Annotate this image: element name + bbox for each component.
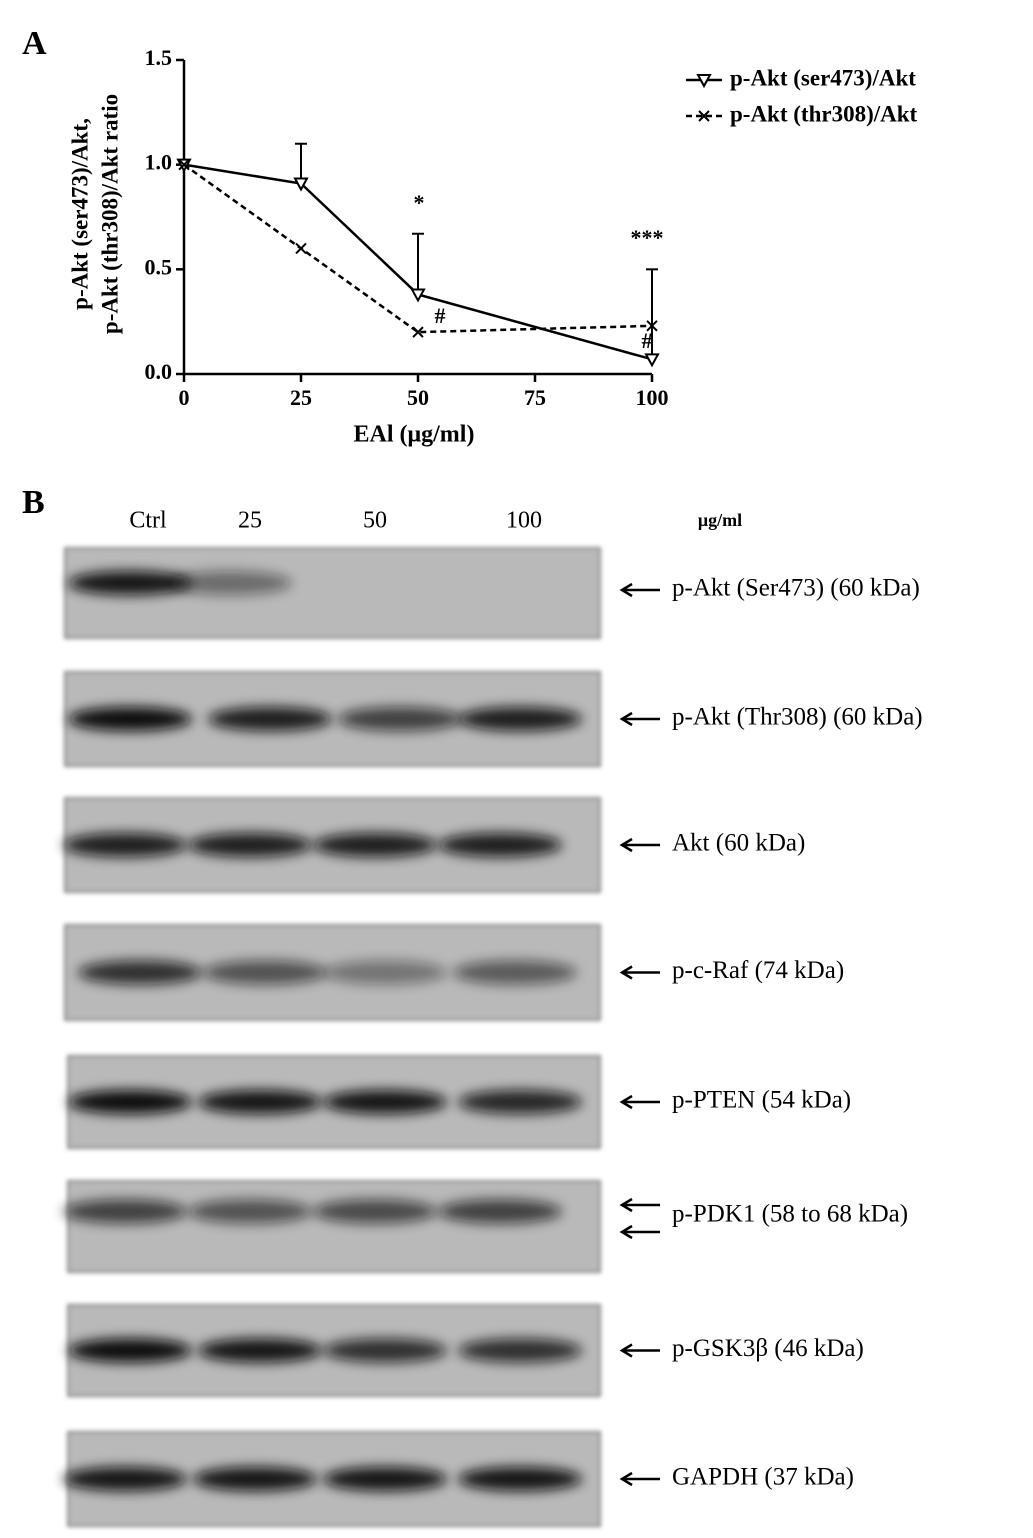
x-axis-label: EAl (μg/ml) bbox=[354, 422, 475, 448]
protein-band bbox=[68, 1090, 192, 1114]
y-axis-label: p-Akt (ser473)/Akt, bbox=[67, 118, 92, 310]
y-tick-label: 0.0 bbox=[145, 359, 173, 384]
protein-band bbox=[198, 1338, 322, 1363]
protein-band bbox=[188, 1199, 312, 1224]
band-label: GAPDH (37 kDa) bbox=[672, 1464, 854, 1491]
arrow bbox=[619, 1197, 660, 1213]
marker bbox=[293, 177, 309, 192]
protein-band bbox=[313, 833, 437, 857]
legend-label: p-Akt (thr308)/Akt bbox=[730, 101, 918, 126]
marker bbox=[178, 158, 190, 171]
protein-band bbox=[313, 1199, 437, 1224]
protein-band bbox=[198, 1090, 322, 1114]
arrow bbox=[619, 582, 660, 598]
lane-label: 50 bbox=[363, 508, 387, 534]
marker bbox=[644, 353, 660, 368]
band-label: p-PDK1 (58 to 68 kDa) bbox=[672, 1201, 908, 1228]
protein-band bbox=[208, 707, 332, 731]
x-tick-label: 0 bbox=[179, 385, 190, 410]
x-tick-label: 50 bbox=[407, 385, 429, 410]
y-axis-label: p-Akt (thr308)/Akt ratio bbox=[97, 94, 122, 334]
blot-background bbox=[67, 1180, 601, 1273]
marker bbox=[410, 288, 426, 303]
protein-band bbox=[193, 1467, 317, 1491]
band-label: p-c-Raf (74 kDa) bbox=[672, 957, 844, 984]
marker bbox=[295, 242, 307, 255]
protein-band bbox=[438, 833, 562, 857]
legend-marker bbox=[696, 74, 712, 89]
unit-label: μg/ml bbox=[698, 510, 742, 530]
protein-band bbox=[68, 1338, 192, 1363]
protein-band bbox=[323, 1467, 447, 1491]
protein-band bbox=[458, 707, 582, 731]
annotation: # bbox=[642, 328, 653, 353]
arrow bbox=[619, 1471, 660, 1487]
legend-label: p-Akt (ser473)/Akt bbox=[730, 65, 916, 90]
arrow bbox=[619, 1224, 660, 1240]
protein-band bbox=[323, 960, 447, 985]
protein-band bbox=[78, 960, 202, 985]
band-label: Akt (60 kDa) bbox=[672, 830, 805, 857]
protein-band bbox=[458, 1090, 582, 1114]
protein-band bbox=[203, 960, 327, 985]
protein-band bbox=[338, 707, 462, 731]
annotation: *** bbox=[631, 225, 664, 250]
protein-band bbox=[458, 1467, 582, 1491]
protein-band bbox=[63, 1467, 187, 1491]
y-tick-label: 1.0 bbox=[145, 150, 173, 175]
annotation: # bbox=[435, 303, 446, 328]
protein-band bbox=[63, 833, 187, 857]
x-tick-label: 75 bbox=[524, 385, 546, 410]
x-tick-label: 100 bbox=[636, 385, 669, 410]
series-line bbox=[183, 163, 653, 334]
arrow bbox=[619, 711, 660, 727]
protein-band bbox=[168, 571, 292, 595]
series-line bbox=[183, 163, 653, 361]
panel-label: A bbox=[22, 25, 47, 62]
marker bbox=[646, 320, 658, 332]
x-tick-label: 25 bbox=[290, 385, 312, 410]
protein-band bbox=[63, 1199, 187, 1224]
legend-marker bbox=[698, 110, 710, 122]
lane-label: 100 bbox=[506, 508, 542, 534]
annotation: * bbox=[414, 190, 425, 215]
protein-band bbox=[458, 1338, 582, 1363]
lane-label: 25 bbox=[238, 508, 262, 534]
protein-band bbox=[68, 571, 192, 595]
band-label: p-Akt (Thr308) (60 kDa) bbox=[672, 704, 923, 731]
lane-label: Ctrl bbox=[129, 508, 167, 534]
panel-label: B bbox=[22, 484, 45, 521]
protein-band bbox=[323, 1338, 447, 1363]
protein-band bbox=[438, 1199, 562, 1224]
protein-band bbox=[68, 707, 192, 731]
arrow bbox=[619, 965, 660, 980]
band-label: p-GSK3β (46 kDa) bbox=[672, 1335, 864, 1362]
band-label: p-PTEN (54 kDa) bbox=[672, 1087, 851, 1114]
marker bbox=[412, 326, 424, 338]
arrow bbox=[619, 1343, 660, 1358]
y-tick-label: 0.5 bbox=[145, 254, 173, 279]
arrow bbox=[619, 1094, 660, 1110]
arrow bbox=[619, 837, 660, 853]
band-label: p-Akt (Ser473) (60 kDa) bbox=[672, 575, 920, 602]
protein-band bbox=[453, 960, 577, 985]
protein-band bbox=[188, 833, 312, 857]
protein-band bbox=[323, 1090, 447, 1114]
y-tick-label: 1.5 bbox=[145, 45, 173, 70]
